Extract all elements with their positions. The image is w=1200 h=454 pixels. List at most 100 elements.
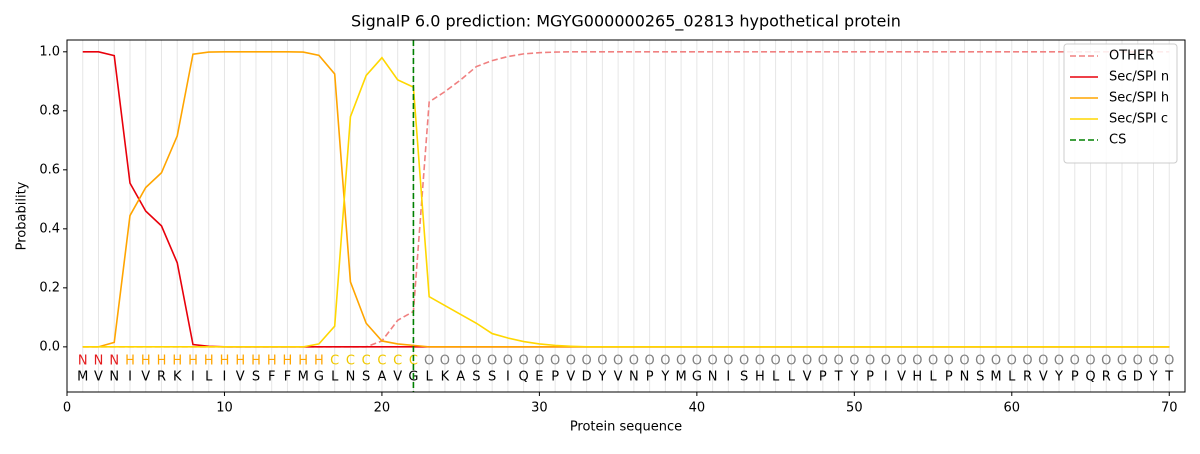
- region-label: O: [865, 354, 875, 369]
- region-label: O: [1133, 354, 1143, 369]
- residue: I: [191, 370, 195, 385]
- region-label: O: [928, 354, 938, 369]
- residue: Y: [660, 370, 669, 385]
- region-label: O: [582, 354, 592, 369]
- x-tick-label: 50: [846, 401, 863, 416]
- residue: E: [535, 370, 543, 385]
- region-label: N: [94, 354, 104, 369]
- residue: P: [819, 370, 827, 385]
- residue: S: [740, 370, 748, 385]
- legend-label: Sec/SPI h: [1109, 91, 1169, 106]
- region-label: O: [991, 354, 1001, 369]
- region-label: H: [141, 354, 151, 369]
- residue: V: [236, 370, 245, 385]
- region-label: H: [220, 354, 230, 369]
- y-tick-label: 0.4: [39, 221, 60, 236]
- region-label: O: [833, 354, 843, 369]
- region-label: O: [755, 354, 765, 369]
- y-tick-label: 1.0: [39, 44, 60, 59]
- x-tick-label: 10: [216, 401, 233, 416]
- residue: L: [426, 370, 434, 385]
- residue: Y: [1054, 370, 1063, 385]
- region-label: O: [881, 354, 891, 369]
- region-label: N: [78, 354, 88, 369]
- residue: G: [1117, 370, 1127, 385]
- residue: R: [157, 370, 166, 385]
- residue: D: [1133, 370, 1143, 385]
- series-line: [82, 51, 1170, 348]
- region-label: O: [1148, 354, 1158, 369]
- series-line: [82, 56, 1170, 348]
- region-label: H: [125, 354, 135, 369]
- region-label: O: [1085, 354, 1095, 369]
- residue: V: [803, 370, 812, 385]
- residue: R: [1102, 370, 1111, 385]
- series-line: [82, 51, 1170, 348]
- residue: D: [582, 370, 592, 385]
- region-label: O: [707, 354, 717, 369]
- legend-label: CS: [1109, 133, 1126, 148]
- residue: V: [393, 370, 402, 385]
- chart-title: SignalP 6.0 prediction: MGYG000000265_02…: [351, 12, 901, 32]
- region-label: O: [723, 354, 733, 369]
- region-label: O: [424, 354, 434, 369]
- region-label: H: [204, 354, 214, 369]
- region-label: O: [770, 354, 780, 369]
- region-label: O: [1164, 354, 1174, 369]
- residue: I: [128, 370, 132, 385]
- residue: P: [1071, 370, 1079, 385]
- region-label: O: [440, 354, 450, 369]
- residue: N: [960, 370, 970, 385]
- residue: N: [109, 370, 119, 385]
- region-label: H: [314, 354, 324, 369]
- x-tick-label: 30: [531, 401, 548, 416]
- region-label: H: [267, 354, 277, 369]
- residue: Q: [1085, 370, 1095, 385]
- legend-label: Sec/SPI n: [1109, 70, 1169, 85]
- x-tick-label: 60: [1004, 401, 1021, 416]
- region-label: O: [896, 354, 906, 369]
- region-label: H: [188, 354, 198, 369]
- region-label: H: [283, 354, 293, 369]
- region-label: O: [944, 354, 954, 369]
- region-label: O: [613, 354, 623, 369]
- region-label: O: [912, 354, 922, 369]
- region-label: O: [456, 354, 466, 369]
- residue: V: [897, 370, 906, 385]
- residue: V: [1039, 370, 1048, 385]
- region-label: O: [471, 354, 481, 369]
- residue: M: [990, 370, 1001, 385]
- region-label: O: [566, 354, 576, 369]
- legend-label: OTHER: [1109, 49, 1154, 64]
- residue: P: [866, 370, 874, 385]
- residue: N: [346, 370, 356, 385]
- region-label: O: [550, 354, 560, 369]
- series-line: [82, 51, 1170, 348]
- region-label: O: [1070, 354, 1080, 369]
- residue: V: [94, 370, 103, 385]
- region-label: O: [692, 354, 702, 369]
- residue: Y: [597, 370, 606, 385]
- residue: N: [708, 370, 718, 385]
- region-label: O: [1101, 354, 1111, 369]
- legend-label: Sec/SPI c: [1109, 112, 1168, 127]
- residue: L: [205, 370, 213, 385]
- region-label: O: [786, 354, 796, 369]
- region-label: O: [739, 354, 749, 369]
- region-label: O: [597, 354, 607, 369]
- residue: H: [755, 370, 765, 385]
- region-label: O: [1022, 354, 1032, 369]
- y-tick-label: 0.8: [39, 103, 60, 118]
- region-label: N: [109, 354, 119, 369]
- residue: F: [284, 370, 291, 385]
- residue: L: [788, 370, 796, 385]
- residue: H: [912, 370, 922, 385]
- region-label: C: [393, 354, 402, 369]
- region-label: O: [959, 354, 969, 369]
- region-label: O: [1117, 354, 1127, 369]
- residue: S: [488, 370, 496, 385]
- region-label: O: [487, 354, 497, 369]
- residue: I: [223, 370, 227, 385]
- region-label: O: [975, 354, 985, 369]
- region-label: C: [330, 354, 339, 369]
